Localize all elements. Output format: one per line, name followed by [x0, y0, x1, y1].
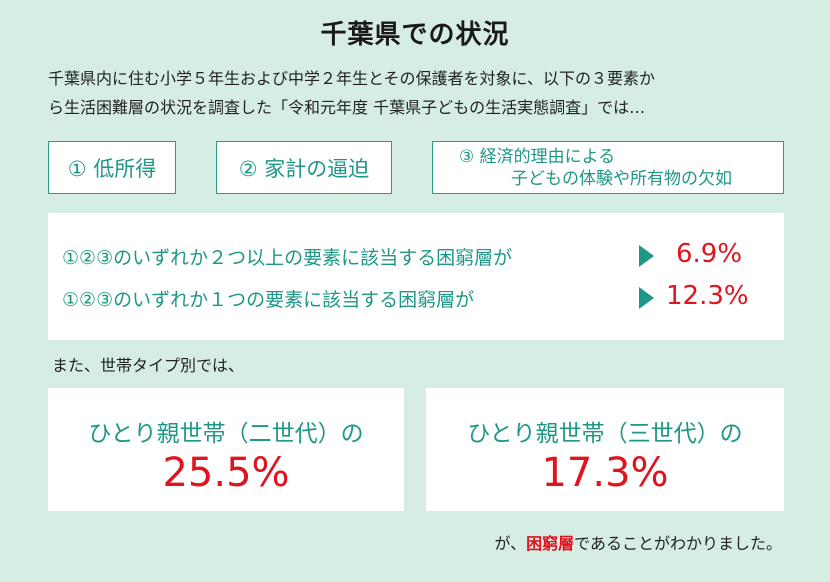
- triangle-right-icon: [639, 245, 654, 267]
- rate-label-two-or-more: ①②③のいずれか２つ以上の要素に該当する困窮層が: [62, 246, 513, 269]
- household-card-two-generation: ひとり親世帯（二世代）の 25.5%: [48, 388, 404, 511]
- intro-line-1: 千葉県内に住む小学５年生および中学２年生とその保護者を対象に、以下の３要素か: [48, 69, 656, 88]
- factor-household-strain: ② 家計の逼迫: [216, 141, 392, 194]
- rate-label-one: ①②③のいずれか１つの要素に該当する困窮層が: [62, 288, 475, 311]
- household-value: 25.5%: [162, 450, 290, 496]
- triangle-right-icon: [639, 287, 654, 309]
- factor-label-line-1: ③ 経済的理由による: [459, 146, 616, 167]
- intro-line-2: ら生活困難層の状況を調査した「令和元年度 千葉県子どもの生活実態調査」では…: [48, 98, 646, 117]
- household-value: 17.3%: [541, 450, 669, 496]
- rates-panel: ①②③のいずれか２つ以上の要素に該当する困窮層が 6.9% ①②③のいずれか１つ…: [48, 213, 784, 340]
- factor-lack-of-experience: ③ 経済的理由による 子どもの体験や所有物の欠如: [432, 141, 784, 194]
- factor-label: ② 家計の逼迫: [238, 156, 370, 181]
- page-title: 千葉県での状況: [320, 20, 510, 50]
- rate-value-one: 12.3%: [666, 281, 749, 311]
- factor-label: ① 低所得: [67, 156, 157, 181]
- conclusion-highlight: 困窮層: [526, 534, 575, 553]
- conclusion-suffix: であることがわかりました。: [574, 534, 782, 553]
- conclusion-prefix: が、: [494, 534, 527, 553]
- factor-label-line-2: 子どもの体験や所有物の欠如: [511, 168, 732, 189]
- household-card-three-generation: ひとり親世帯（三世代）の 17.3%: [426, 388, 784, 511]
- household-label: ひとり親世帯（三世代）の: [467, 421, 743, 447]
- household-label: ひとり親世帯（二世代）の: [88, 421, 364, 447]
- conclusion-text: が、困窮層であることがわかりました。: [494, 530, 782, 554]
- rate-value-two-or-more: 6.9%: [676, 239, 743, 269]
- factor-low-income: ① 低所得: [48, 141, 176, 194]
- intro-text: 千葉県内に住む小学５年生および中学２年生とその保護者を対象に、以下の３要素か ら…: [48, 64, 788, 122]
- household-intro: また、世帯タイプ別では、: [52, 356, 245, 375]
